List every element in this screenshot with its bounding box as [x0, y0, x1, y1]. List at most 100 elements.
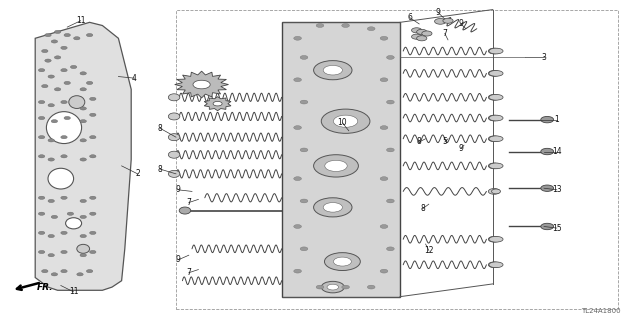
Ellipse shape — [488, 136, 500, 142]
Circle shape — [61, 231, 67, 234]
Circle shape — [38, 69, 45, 72]
Polygon shape — [175, 71, 228, 98]
Circle shape — [77, 273, 83, 276]
Circle shape — [61, 155, 67, 158]
Text: 11: 11 — [76, 16, 85, 25]
Circle shape — [367, 27, 375, 31]
Circle shape — [324, 253, 360, 271]
Circle shape — [387, 247, 394, 251]
Circle shape — [314, 198, 352, 217]
Ellipse shape — [488, 189, 500, 194]
Circle shape — [80, 88, 86, 91]
Circle shape — [367, 285, 375, 289]
Text: 8: 8 — [417, 137, 422, 146]
Circle shape — [38, 196, 45, 199]
Circle shape — [70, 65, 77, 69]
Circle shape — [51, 120, 58, 123]
Text: 1: 1 — [554, 115, 559, 124]
Circle shape — [417, 36, 427, 41]
Circle shape — [48, 254, 54, 257]
Circle shape — [61, 46, 67, 49]
Circle shape — [80, 254, 86, 257]
Circle shape — [380, 269, 388, 273]
Circle shape — [90, 212, 96, 215]
Circle shape — [193, 80, 210, 89]
Circle shape — [64, 33, 70, 37]
Circle shape — [45, 59, 51, 62]
Circle shape — [61, 69, 67, 72]
Text: 5: 5 — [442, 137, 447, 146]
Circle shape — [294, 78, 301, 82]
Circle shape — [90, 231, 96, 234]
Circle shape — [380, 126, 388, 130]
Circle shape — [86, 33, 93, 37]
Ellipse shape — [489, 48, 503, 54]
Text: 7: 7 — [186, 268, 191, 277]
Circle shape — [412, 28, 422, 33]
Circle shape — [61, 136, 67, 139]
Circle shape — [54, 30, 61, 33]
Circle shape — [86, 81, 93, 85]
Circle shape — [48, 104, 54, 107]
Circle shape — [323, 203, 342, 212]
Ellipse shape — [489, 94, 503, 100]
Circle shape — [48, 199, 54, 203]
Text: 13: 13 — [552, 185, 562, 194]
Text: 8: 8 — [420, 204, 425, 213]
Circle shape — [80, 158, 86, 161]
Circle shape — [90, 196, 96, 199]
Ellipse shape — [77, 244, 90, 253]
Circle shape — [42, 270, 48, 273]
Circle shape — [294, 36, 301, 40]
Circle shape — [325, 160, 348, 172]
Circle shape — [38, 116, 45, 120]
Circle shape — [42, 49, 48, 53]
Circle shape — [48, 158, 54, 161]
Circle shape — [300, 199, 308, 203]
Ellipse shape — [489, 136, 503, 142]
Circle shape — [45, 33, 51, 37]
Ellipse shape — [168, 151, 180, 158]
Circle shape — [422, 31, 432, 36]
Circle shape — [300, 148, 308, 152]
Ellipse shape — [488, 163, 500, 169]
Text: 3: 3 — [541, 53, 547, 62]
Text: 6: 6 — [407, 13, 412, 22]
Ellipse shape — [488, 236, 500, 242]
Circle shape — [67, 212, 74, 215]
Text: 15: 15 — [552, 224, 562, 233]
Circle shape — [64, 116, 70, 120]
Circle shape — [380, 177, 388, 181]
Circle shape — [90, 136, 96, 139]
Ellipse shape — [488, 70, 500, 76]
Text: 14: 14 — [552, 147, 562, 156]
Ellipse shape — [489, 70, 503, 76]
Circle shape — [54, 56, 61, 59]
Text: 9: 9 — [458, 144, 463, 153]
Circle shape — [38, 155, 45, 158]
Circle shape — [321, 109, 370, 133]
Circle shape — [38, 231, 45, 234]
Ellipse shape — [492, 189, 500, 194]
Text: 2: 2 — [135, 169, 140, 178]
Bar — [176, 10, 618, 309]
Ellipse shape — [48, 168, 74, 189]
Circle shape — [74, 37, 80, 40]
Circle shape — [327, 284, 339, 290]
Text: 10: 10 — [337, 118, 348, 127]
Circle shape — [38, 100, 45, 104]
Circle shape — [80, 234, 86, 238]
Circle shape — [387, 148, 394, 152]
Ellipse shape — [489, 236, 503, 242]
Text: 9: 9 — [175, 256, 180, 264]
Circle shape — [387, 56, 394, 59]
Ellipse shape — [488, 94, 500, 100]
Circle shape — [300, 56, 308, 59]
Circle shape — [380, 78, 388, 82]
Circle shape — [541, 185, 554, 191]
Circle shape — [412, 34, 422, 39]
Circle shape — [61, 100, 67, 104]
Circle shape — [387, 100, 394, 104]
Text: FR.: FR. — [37, 283, 54, 292]
Circle shape — [61, 270, 67, 273]
